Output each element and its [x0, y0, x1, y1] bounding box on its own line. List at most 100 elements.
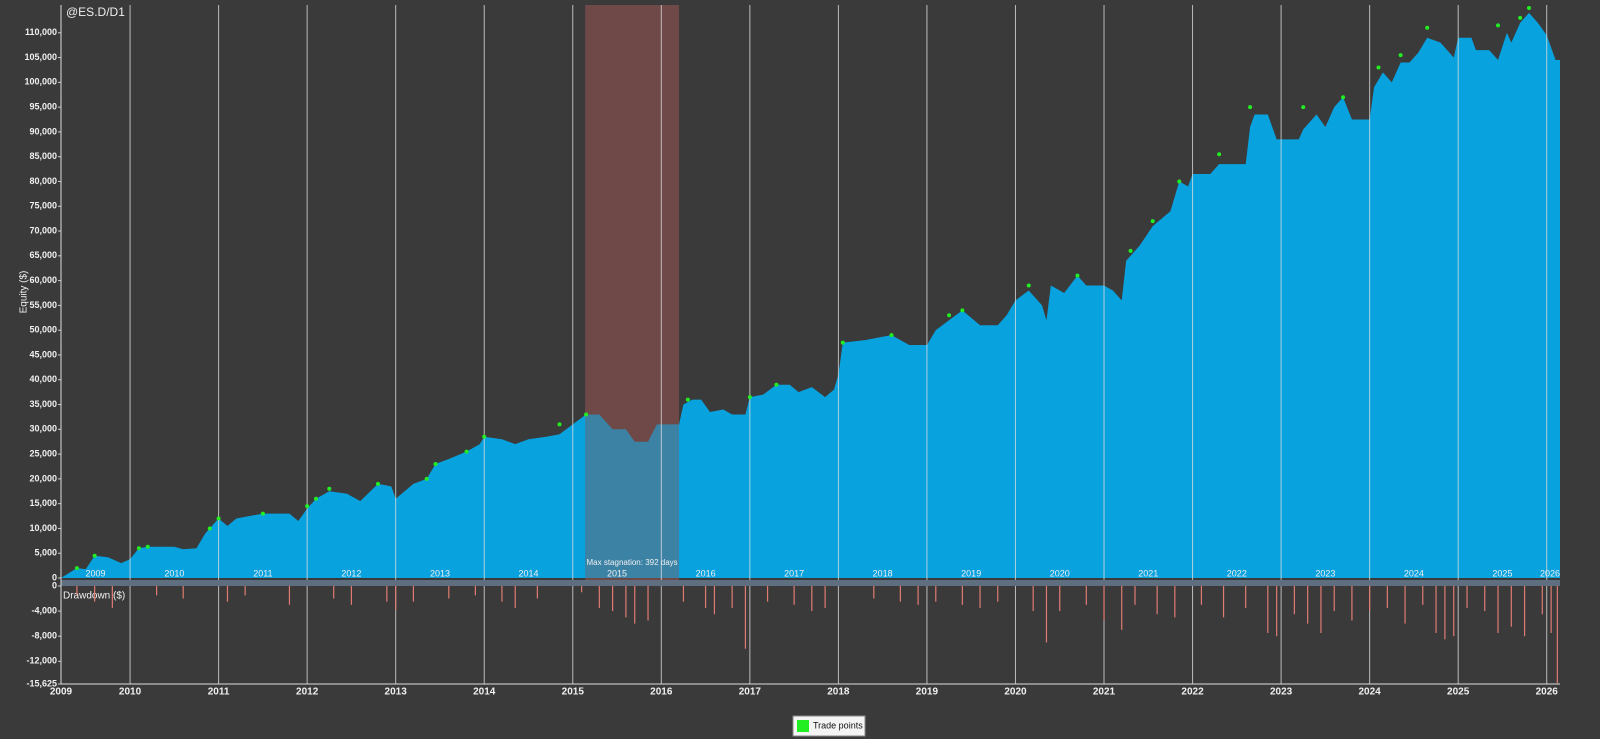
trade-point [747, 395, 752, 400]
drawdown-bar [961, 586, 963, 605]
x-tick-label: 2019 [916, 687, 939, 698]
y2-tick-label: -12,000 [26, 656, 57, 666]
drawdown-bar [1550, 586, 1552, 634]
y-axis-label: Equity ($) [19, 271, 30, 314]
drawdown-bar [94, 586, 96, 602]
drawdown-bar [647, 586, 649, 621]
trade-point [947, 313, 952, 318]
period-label: 2024 [1404, 568, 1424, 578]
trade-point [1301, 105, 1306, 110]
drawdown-bar [1293, 586, 1295, 615]
drawdown-bar [333, 586, 335, 599]
y2-tick-label: -8,000 [31, 631, 57, 641]
x-tick-label: 2009 [50, 687, 73, 698]
y-tick-label: 15,000 [29, 498, 57, 508]
drawdown-bar [448, 586, 450, 599]
drawdown-bar [288, 586, 291, 605]
x-tick-label: 2012 [296, 687, 319, 698]
trade-point [1425, 25, 1430, 30]
y-tick-label: 65,000 [29, 250, 57, 260]
drawdown-bar [1510, 586, 1512, 627]
chart-title: @ES.D/D1 [66, 5, 125, 19]
period-label: 2012 [341, 568, 361, 578]
y2-tick-label: -15,625 [26, 678, 57, 688]
x-tick-label: 2014 [473, 687, 496, 698]
drawdown-bar [997, 586, 999, 602]
trade-point [145, 544, 150, 549]
stagnation-label: Max stagnation: 392 days [587, 558, 678, 567]
drawdown-bar [634, 586, 636, 624]
legend-label: Trade points [813, 720, 863, 730]
period-label: 2014 [518, 568, 538, 578]
trade-point [260, 511, 265, 516]
drawdown-bar [350, 586, 353, 605]
x-tick-label: 2013 [385, 687, 408, 698]
equity-area [61, 12, 1560, 579]
trade-point [1075, 273, 1080, 278]
drawdown-bar [395, 586, 397, 610]
drawdown-bar [1435, 586, 1437, 634]
drawdown-bar [1320, 586, 1322, 634]
drawdown-bar [581, 586, 583, 593]
drawdown-bar [1466, 586, 1468, 608]
x-tick-label: 2011 [208, 687, 230, 698]
trade-point [424, 476, 429, 481]
drawdown-bar [1085, 586, 1087, 605]
trade-point [1177, 179, 1182, 184]
period-label: 2015 [607, 568, 627, 578]
drawdown-bar [1404, 586, 1406, 624]
trade-point [1527, 5, 1532, 10]
period-label: 2010 [164, 568, 184, 578]
drawdown-bar [1484, 586, 1486, 612]
drawdown-bar [1307, 586, 1309, 624]
trade-point [685, 397, 690, 402]
y-tick-label: 70,000 [29, 225, 57, 235]
drawdown-bar [1453, 586, 1455, 637]
drawdown-bar [1556, 586, 1558, 684]
y-tick-label: 50,000 [29, 325, 57, 335]
x-tick-label: 2023 [1270, 687, 1293, 698]
y-tick-label: 40,000 [29, 374, 57, 384]
y-tick-label: 80,000 [29, 176, 57, 186]
x-tick-label: 2025 [1447, 687, 1470, 698]
legend-swatch [797, 720, 809, 732]
period-label: 2018 [873, 568, 893, 578]
panel-separator [61, 580, 1560, 586]
drawdown-bar [1386, 586, 1388, 608]
drawdown-bar [1059, 586, 1061, 612]
trade-point [207, 526, 212, 531]
trade-point [433, 462, 438, 467]
drawdown-bar [682, 586, 685, 602]
trade-point [375, 481, 380, 486]
drawdown-bar [766, 586, 769, 602]
drawdown-bar [824, 586, 826, 608]
period-label: 2026 [1540, 568, 1560, 578]
period-label: 2017 [784, 568, 804, 578]
drawdown-bar [1444, 586, 1446, 640]
drawdown-bar [935, 586, 937, 602]
trade-point [1217, 152, 1222, 157]
legend [792, 715, 866, 737]
y-tick-label: 10,000 [29, 523, 57, 533]
period-label: 2022 [1227, 568, 1247, 578]
drawdown-bar [704, 586, 707, 608]
trade-point [584, 412, 589, 417]
y-tick-label: 75,000 [29, 201, 57, 211]
x-tick-label: 2022 [1181, 687, 1204, 698]
trade-point [1150, 219, 1155, 224]
trade-point [313, 496, 318, 501]
period-label: 2016 [696, 568, 716, 578]
drawdown-bar [979, 586, 981, 608]
period-label: 2025 [1492, 568, 1512, 578]
trade-point [1496, 23, 1501, 28]
y-tick-label: 105,000 [24, 52, 57, 62]
trade-point [889, 333, 894, 338]
drawdown-bar [731, 586, 733, 608]
drawdown-bar [111, 586, 113, 608]
drawdown-bar [917, 586, 919, 605]
drawdown-bar [226, 586, 229, 602]
drawdown-bar [713, 586, 716, 615]
drawdown-bar [1351, 586, 1353, 621]
y2-tick-label: -4,000 [31, 605, 57, 615]
